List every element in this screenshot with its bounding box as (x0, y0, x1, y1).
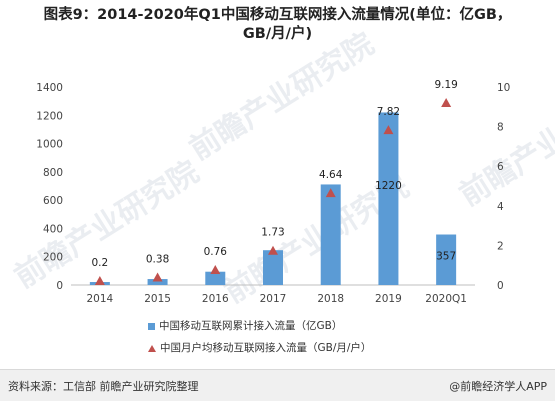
triangle-point (152, 272, 163, 282)
legend-triangle-swatch (148, 344, 156, 352)
y-left-tick-label: 1400 (36, 82, 63, 94)
triangle-value-label: 0.76 (204, 246, 228, 258)
triangle-value-label: 1.73 (261, 227, 284, 239)
x-tick-label: 2018 (317, 293, 344, 305)
y-right-tick-label: 2 (497, 240, 504, 252)
chart-title: 图表9：2014-2020年Q1中国移动互联网接入流量情况(单位：亿GB， GB… (0, 6, 555, 44)
source-note: 资料来源：工信部 前瞻产业研究院整理 (8, 380, 199, 393)
triangle-value-label: 9.19 (434, 79, 457, 91)
bar (147, 279, 168, 285)
y-left-tick-label: 200 (43, 252, 63, 264)
y-right-tick-label: 10 (497, 82, 510, 94)
bar (320, 184, 341, 285)
x-tick-label: 2016 (202, 293, 229, 305)
x-tick-label: 2017 (260, 293, 287, 305)
title-line-1: 图表9：2014-2020年Q1中国移动互联网接入流量情况(单位：亿GB， (43, 7, 512, 23)
bar (436, 234, 457, 285)
bar (205, 271, 226, 285)
legend-bar-swatch (148, 322, 155, 330)
bar (378, 112, 399, 285)
triangle-value-label: 0.2 (92, 257, 109, 269)
y-left-tick-label: 1200 (36, 110, 63, 122)
y-right-tick-label: 0 (497, 280, 504, 292)
bar (263, 250, 283, 285)
legend-triangle-label: 中国月户均移动互联网接入流量（GB/月/户） (160, 342, 372, 354)
legend-item-triangle: 中国月户均移动互联网接入流量（GB/月/户） (148, 340, 371, 355)
triangle-value-label: 0.38 (146, 253, 169, 265)
x-tick-label: 2014 (86, 293, 113, 305)
x-tick-label: 2019 (375, 293, 402, 305)
triangle-point (210, 264, 221, 274)
brand-handle: @前瞻经济学人APP (449, 380, 547, 393)
legend-bar-label: 中国移动互联网累计接入流量（亿GB） (159, 320, 343, 332)
footer-bar: 资料来源：工信部 前瞻产业研究院整理 @前瞻经济学人APP (0, 369, 555, 401)
triangle-value-label: 4.64 (319, 169, 343, 181)
triangle-point (325, 188, 336, 198)
triangle-point (441, 98, 452, 108)
legend-item-bar: 中国移动互联网累计接入流量（亿GB） (148, 318, 342, 333)
y-left-tick-label: 600 (43, 195, 63, 207)
triangle-point (268, 245, 278, 255)
y-right-tick-label: 6 (497, 161, 504, 173)
y-left-tick-label: 1000 (36, 139, 63, 151)
triangle-value-label: 7.82 (377, 106, 400, 118)
y-left-tick-label: 800 (43, 167, 63, 179)
triangle-point (94, 276, 105, 286)
x-tick-label: 2015 (144, 293, 171, 305)
bar-value-label: 1220 (375, 180, 402, 192)
title-line-2: GB/月/户) (242, 26, 313, 42)
y-right-tick-label: 4 (497, 201, 504, 213)
y-left-tick-label: 0 (56, 280, 63, 292)
triangle-point (383, 125, 394, 135)
bar-value-label: 357 (436, 251, 456, 263)
y-left-tick-label: 400 (43, 223, 63, 235)
y-right-tick-label: 8 (497, 122, 504, 134)
x-tick-label: 2020Q1 (425, 293, 467, 305)
